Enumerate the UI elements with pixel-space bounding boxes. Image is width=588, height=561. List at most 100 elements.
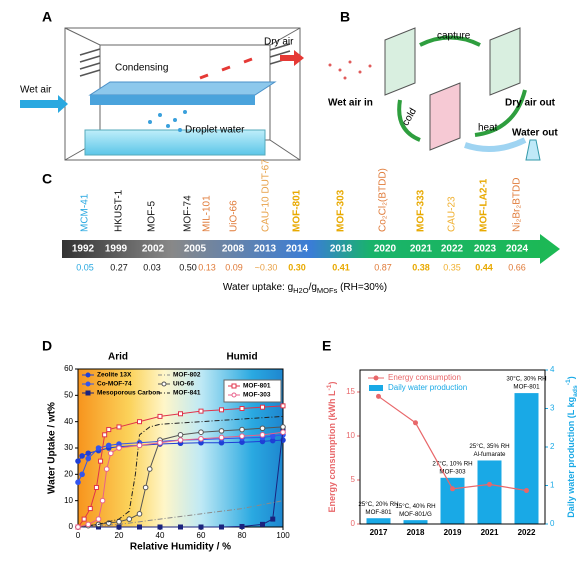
marker xyxy=(137,524,142,530)
annotation: MOF-801 xyxy=(365,509,392,516)
label: Condensing xyxy=(115,63,168,74)
y2-tick-label: 2 xyxy=(550,442,555,451)
marker xyxy=(198,435,204,442)
annotation: 30°C, 30% RH xyxy=(506,376,546,383)
marker xyxy=(270,516,276,522)
label: Water out xyxy=(512,128,558,139)
material-name: UiO-66 xyxy=(229,200,240,232)
marker xyxy=(103,466,110,472)
marker xyxy=(157,524,163,530)
series-line xyxy=(77,426,284,528)
label-part: Water uptake: g xyxy=(223,282,293,293)
y-tick-label: 20 xyxy=(64,469,73,478)
marker xyxy=(116,445,122,451)
marker xyxy=(450,486,455,492)
uptake: ~0.30 xyxy=(255,262,278,272)
label-part: ) xyxy=(327,381,337,384)
legend-label: Zeolite 13X xyxy=(97,372,132,379)
panel-label: A xyxy=(42,9,52,25)
marker xyxy=(413,420,418,426)
y-tick-label: 5 xyxy=(351,475,356,484)
marker xyxy=(87,506,93,512)
x-tick-label: 2021 xyxy=(481,528,499,537)
material-name: MOF-333 xyxy=(416,189,427,232)
legend-label: MOF-802 xyxy=(173,372,201,379)
marker xyxy=(259,432,266,438)
material-name: MCM-41 xyxy=(80,193,91,232)
annotation: MOF-801 xyxy=(513,384,540,391)
material-name: MOF-801 xyxy=(292,189,303,232)
bar xyxy=(403,520,428,524)
legend-label: MOF-841 xyxy=(173,390,201,397)
bar xyxy=(440,477,465,524)
y-tick-label: 40 xyxy=(64,417,73,426)
year: 2005 xyxy=(184,244,207,255)
y2-tick-label: 1 xyxy=(550,481,555,490)
x-tick-label: 2017 xyxy=(370,528,388,537)
x-tick-label: 60 xyxy=(197,531,206,540)
marker xyxy=(75,524,81,530)
label: Droplet water xyxy=(185,125,245,136)
label-part: MOFs xyxy=(317,286,338,295)
marker xyxy=(142,484,149,491)
legend-label: MOF-303 xyxy=(243,392,271,399)
marker xyxy=(376,393,381,399)
label-part: ads xyxy=(572,385,579,397)
x-tick-label: 0 xyxy=(76,531,81,540)
y-axis-label: Water Uptake / wt% xyxy=(47,402,58,494)
series-line xyxy=(77,415,284,528)
legend-label: Daily water production xyxy=(388,383,467,392)
marker xyxy=(75,458,81,464)
y-tick-label: 60 xyxy=(64,364,73,373)
marker xyxy=(85,450,92,457)
material-name: MOF-LA2-1 xyxy=(479,178,490,232)
label-part: Daily water production (L kg xyxy=(566,397,576,518)
marker xyxy=(269,437,276,444)
year: 2018 xyxy=(330,244,353,255)
plot-frame xyxy=(359,369,546,525)
annotation: 25°C, 20% RH xyxy=(358,501,398,508)
year: 2008 xyxy=(222,244,245,255)
marker xyxy=(75,479,81,486)
marker xyxy=(239,426,245,433)
panel-a: A Condensing Dry air Wet air Droplet wat… xyxy=(20,9,304,161)
marker xyxy=(116,518,122,525)
legend-marker xyxy=(85,372,91,378)
marker xyxy=(99,497,106,504)
year: 1999 xyxy=(105,244,128,255)
x-tick-label: 80 xyxy=(238,531,247,540)
y-tick-label: 10 xyxy=(346,431,355,440)
year: 2022 xyxy=(441,244,464,255)
label-part: (RH=30%) xyxy=(337,282,387,293)
material-name: Ni₂Br₂BTDD xyxy=(512,178,523,232)
y2-tick-label: 4 xyxy=(550,365,555,374)
bar xyxy=(514,393,539,524)
material-name: CAU-23 xyxy=(447,196,458,232)
legend-marker xyxy=(231,383,237,389)
legend-marker xyxy=(85,390,91,396)
marker xyxy=(136,511,143,517)
marker xyxy=(239,433,245,439)
marker xyxy=(98,458,104,464)
label: Dry air xyxy=(264,37,294,48)
label-part: /g xyxy=(309,282,317,293)
y-tick-label: 15 xyxy=(346,387,355,396)
year: 2021 xyxy=(410,244,433,255)
annotation: Humid xyxy=(226,352,257,363)
marker xyxy=(93,485,99,490)
axis-label: Energy consumption (kWh L-1) xyxy=(326,381,337,512)
uptake: 0.50 xyxy=(179,262,197,272)
panel-label: E xyxy=(322,338,331,354)
marker xyxy=(219,407,224,413)
series-line xyxy=(77,500,284,528)
label-part: H2O xyxy=(293,286,309,295)
uptake: 0.66 xyxy=(508,262,526,272)
panel-c: C xyxy=(42,171,560,264)
year: 1992 xyxy=(72,244,95,255)
panel-label: D xyxy=(42,338,52,354)
marker xyxy=(280,424,286,430)
material-name: CAU-10 DUT-67 xyxy=(261,159,272,232)
annotation: 27°C, 10% RH xyxy=(432,460,472,467)
x-tick-label: 40 xyxy=(156,531,165,540)
marker xyxy=(177,437,184,443)
